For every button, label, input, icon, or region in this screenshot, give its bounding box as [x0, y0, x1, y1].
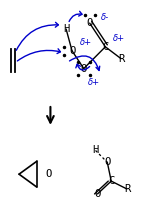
Text: δ+: δ+: [88, 78, 100, 87]
Text: O: O: [94, 189, 101, 199]
Text: R: R: [124, 184, 130, 194]
Text: δ+: δ+: [80, 38, 92, 47]
Text: O: O: [45, 169, 52, 179]
Text: O: O: [81, 64, 87, 73]
Text: H: H: [63, 24, 69, 34]
Text: O: O: [104, 157, 110, 167]
Text: O: O: [87, 18, 93, 28]
Text: H: H: [92, 145, 99, 156]
Text: O: O: [69, 46, 75, 56]
Text: C: C: [108, 176, 114, 186]
Text: δ+: δ+: [113, 34, 125, 43]
Text: C: C: [102, 42, 108, 52]
Text: δ-: δ-: [101, 13, 109, 22]
Text: R: R: [118, 54, 124, 64]
